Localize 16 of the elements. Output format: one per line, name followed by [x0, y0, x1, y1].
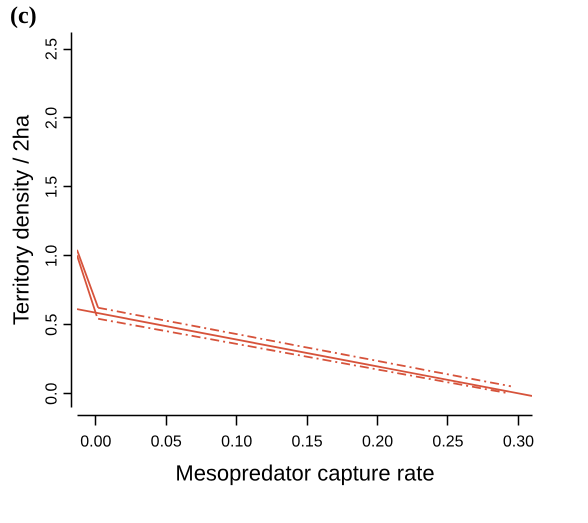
x-tick-label: 0.30	[502, 434, 534, 450]
y-tick-label: 0.5	[44, 314, 60, 336]
y-axis-title: Territory density / 2ha	[8, 114, 34, 326]
y-tick-label: 1.0	[44, 244, 60, 267]
x-tick-label: 0.25	[432, 434, 464, 450]
y-tick-label: 2.5	[44, 38, 60, 60]
x-axis-title: Mesopredator capture rate	[175, 460, 435, 486]
y-tick-label: 0.0	[44, 382, 60, 405]
y-tick-label: 1.5	[44, 176, 60, 198]
y-tick-label: 2.0	[44, 106, 60, 130]
chart-title: (c)	[10, 3, 37, 29]
x-tick-label: 0.15	[292, 434, 323, 450]
x-tick-label: 0.00	[80, 434, 112, 450]
x-tick-label: 0.10	[221, 434, 252, 450]
x-tick-label: 0.05	[150, 434, 182, 450]
x-tick-label: 0.20	[362, 434, 394, 450]
